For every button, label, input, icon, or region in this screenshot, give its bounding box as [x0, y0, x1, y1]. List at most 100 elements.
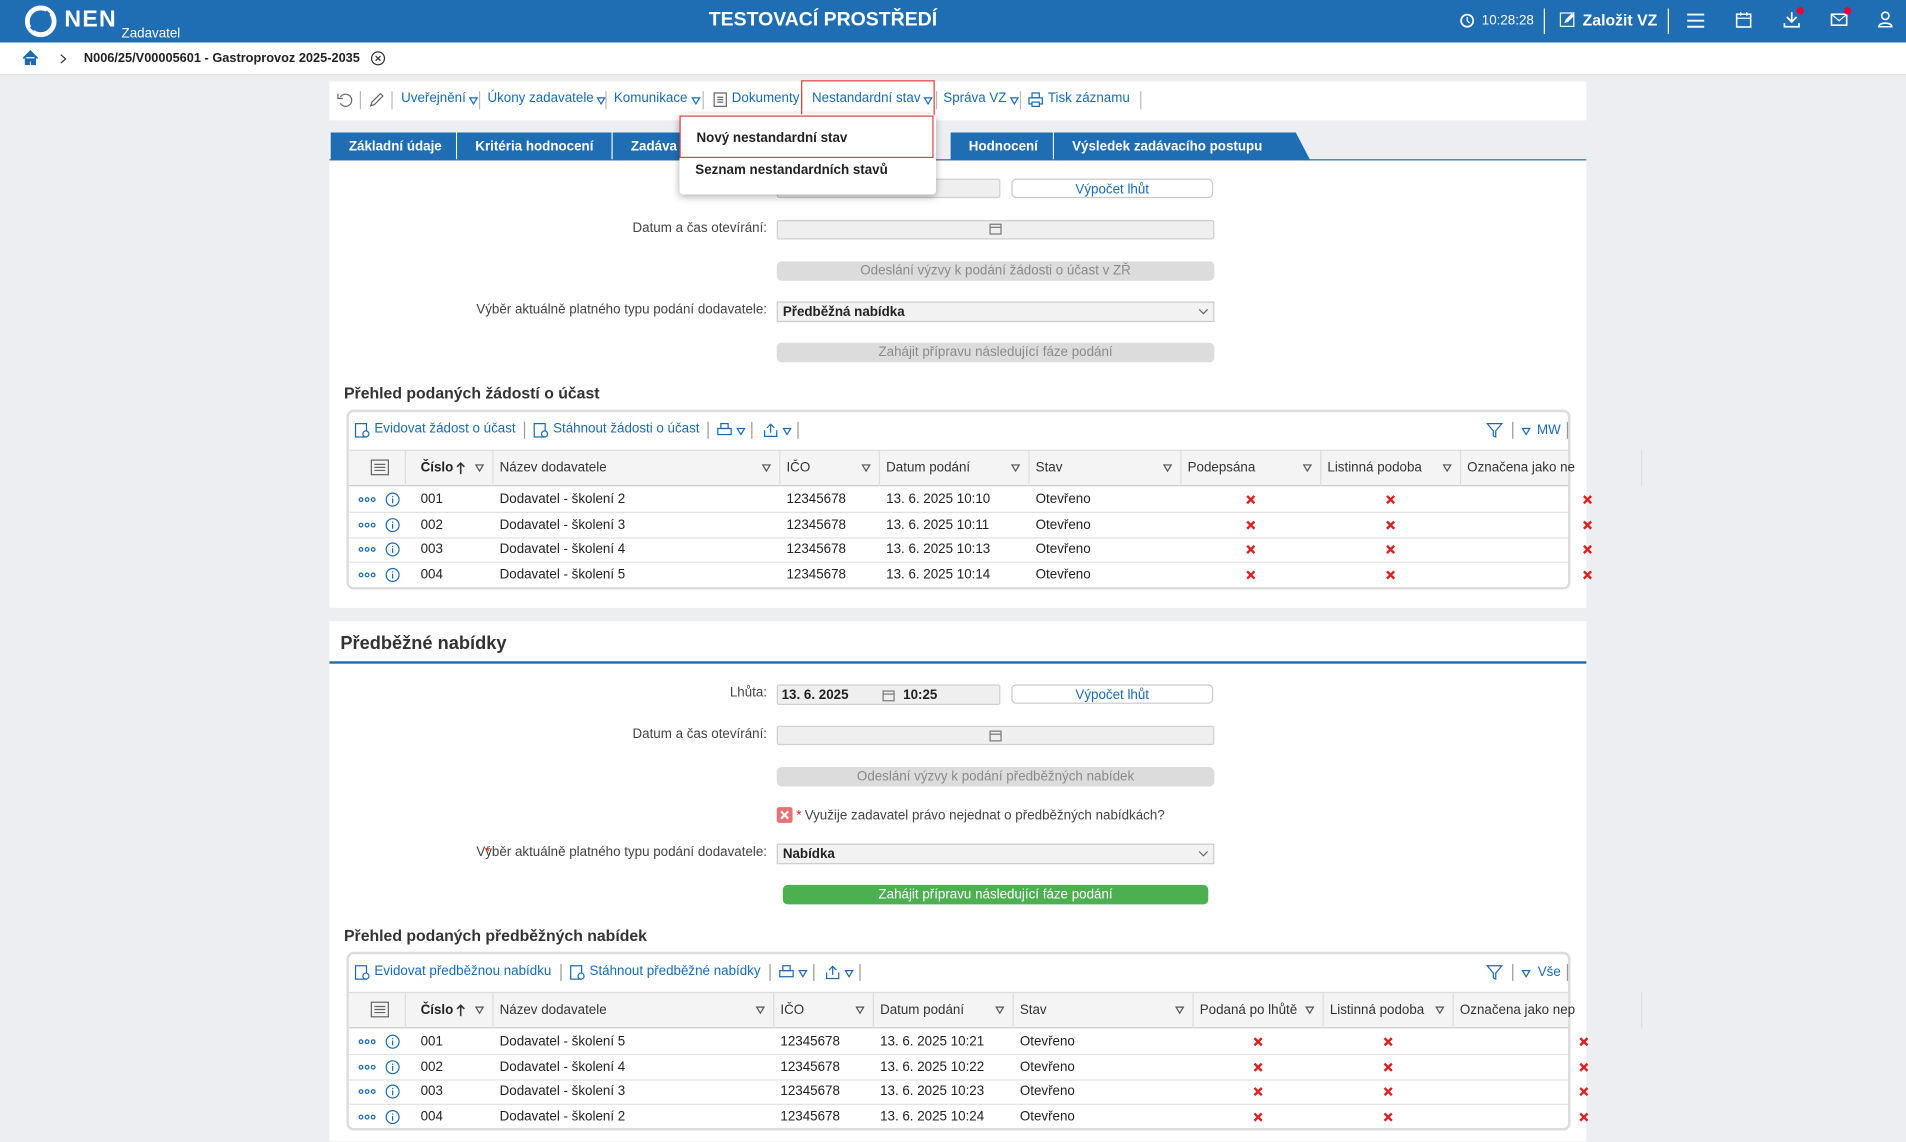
user-button[interactable]	[1878, 11, 1893, 28]
menu-icon[interactable]	[1687, 13, 1705, 28]
dropdown-caret[interactable]	[596, 97, 606, 106]
column-header[interactable]: Datum podání	[886, 460, 971, 476]
home-icon[interactable]	[22, 50, 39, 66]
filter-icon[interactable]	[1485, 423, 1504, 438]
dropdown-caret[interactable]	[1009, 97, 1020, 106]
deadline-button[interactable]: Výpočet lhůt	[1011, 684, 1214, 704]
dropdown-caret[interactable]	[1521, 970, 1531, 978]
column-header[interactable]: Stav	[1035, 460, 1063, 476]
calendar-icon[interactable]	[989, 729, 1002, 742]
column-header[interactable]: Označena jako ne	[1467, 460, 1575, 476]
dropdown-caret[interactable]	[691, 97, 701, 106]
action-icon[interactable]	[570, 965, 585, 980]
toolbar-item[interactable]: Nestandardní stav	[811, 91, 921, 106]
deadline-button[interactable]: Výpočet lhůt	[1011, 178, 1214, 199]
tab[interactable]: Kritéria hodnocení	[456, 132, 626, 160]
column-header[interactable]: Stav	[1019, 1002, 1047, 1018]
action-icon[interactable]	[533, 423, 549, 438]
table-action[interactable]: Stáhnout předběžné nabídky	[589, 963, 761, 979]
send-button[interactable]: Odeslání výzvy k podání žádosti o účast …	[776, 261, 1215, 281]
table-action[interactable]: Evidovat žádost o účast	[374, 421, 516, 437]
view-selector[interactable]: MW	[1537, 423, 1561, 438]
column-header[interactable]: Podepsána	[1187, 460, 1256, 476]
row-info-icon[interactable]	[385, 492, 400, 507]
column-header[interactable]: Název dodavatele	[499, 1002, 607, 1018]
dropdown-caret[interactable]	[761, 464, 772, 473]
calendar-icon[interactable]	[989, 222, 1002, 235]
print-icon[interactable]	[779, 965, 794, 980]
dropdown-caret[interactable]	[474, 1006, 485, 1015]
column-header[interactable]: Listinná podoba	[1329, 1002, 1425, 1018]
row-menu-icon[interactable]	[358, 1089, 376, 1095]
column-header[interactable]: Číslo	[420, 460, 454, 476]
toolbar-item[interactable]: Tisk záznamu	[1047, 91, 1130, 106]
dropdown-caret[interactable]	[1305, 1006, 1315, 1015]
tab[interactable]: Hodnocení	[949, 132, 1067, 160]
row-menu-icon[interactable]	[358, 522, 376, 527]
edit-icon[interactable]	[369, 92, 385, 107]
dropdown-caret[interactable]	[736, 427, 746, 436]
column-header[interactable]: Listinná podoba	[1327, 460, 1422, 476]
column-header[interactable]: Označena jako nep	[1459, 1002, 1576, 1018]
toolbar-item[interactable]: Správa VZ	[943, 91, 1007, 106]
next-phase-button[interactable]: Zahájit přípravu následující fáze podání	[782, 884, 1209, 905]
print-icon[interactable]	[717, 423, 732, 438]
dropdown-caret[interactable]	[468, 97, 479, 106]
refresh-icon[interactable]	[337, 92, 353, 107]
export-icon[interactable]	[763, 423, 778, 438]
dropdown-caret[interactable]	[844, 970, 854, 978]
dropdown-caret[interactable]	[782, 427, 792, 436]
row-info-icon[interactable]	[385, 517, 400, 532]
dropdown-item[interactable]: Nový nestandardní stav	[679, 115, 934, 159]
column-settings-icon[interactable]	[370, 1001, 389, 1018]
row-info-icon[interactable]	[385, 1084, 400, 1099]
close-icon[interactable]	[370, 51, 386, 66]
tab[interactable]: Základní údaje	[329, 132, 470, 160]
row-menu-icon[interactable]	[358, 1039, 376, 1045]
dropdown-caret[interactable]	[995, 1006, 1005, 1015]
mail-button[interactable]	[1830, 7, 1852, 27]
row-menu-icon[interactable]	[358, 571, 376, 577]
dropdown-caret[interactable]	[1174, 1006, 1185, 1015]
dropdown-caret[interactable]	[1302, 464, 1313, 473]
row-menu-icon[interactable]	[358, 1064, 376, 1070]
download-button[interactable]	[1783, 7, 1804, 28]
toolbar-item[interactable]: Úkony zadavatele	[487, 91, 594, 106]
table-action[interactable]: Stáhnout žádosti o účast	[553, 421, 700, 437]
dropdown-caret[interactable]	[923, 97, 933, 106]
calendar-button[interactable]	[1735, 12, 1752, 28]
dropdown-item[interactable]: Seznam nestandardních stavů	[679, 158, 933, 185]
column-header[interactable]: Podaná po lhůtě	[1199, 1002, 1298, 1018]
row-info-icon[interactable]	[385, 567, 400, 582]
send-button[interactable]: Odeslání výzvy k podání předběžných nabí…	[776, 767, 1215, 787]
create-button[interactable]: Založit VZ	[1582, 10, 1658, 30]
view-selector[interactable]: Vše	[1537, 965, 1561, 980]
dropdown-caret[interactable]	[855, 1006, 865, 1015]
column-settings-icon[interactable]	[370, 459, 389, 476]
row-info-icon[interactable]	[385, 1059, 400, 1074]
breadcrumb-item[interactable]: N006/25/V00005601 - Gastroprovoz 2025-20…	[83, 51, 360, 66]
row-menu-icon[interactable]	[358, 497, 376, 503]
action-icon[interactable]	[354, 423, 370, 438]
dropdown-caret[interactable]	[1010, 464, 1021, 473]
column-header[interactable]: Datum podání	[880, 1002, 965, 1018]
dropdown-caret[interactable]	[1162, 464, 1173, 473]
dropdown-caret[interactable]	[474, 464, 485, 473]
export-icon[interactable]	[825, 965, 840, 980]
tab[interactable]: Výsledek zadávacího postupu	[1053, 132, 1311, 160]
dropdown-caret[interactable]	[1442, 464, 1452, 473]
toolbar-item[interactable]: Uveřejnění	[401, 91, 466, 106]
dropdown-caret[interactable]	[798, 970, 808, 978]
calendar-icon[interactable]	[882, 689, 895, 702]
row-menu-icon[interactable]	[358, 1114, 376, 1119]
row-info-icon[interactable]	[385, 1034, 400, 1049]
column-header[interactable]: IČO	[786, 460, 811, 476]
select[interactable]: Předběžná nabídka	[776, 301, 1215, 323]
toolbar-item[interactable]: Dokumenty	[731, 91, 800, 106]
dropdown-caret[interactable]	[1521, 427, 1531, 436]
column-header[interactable]: Název dodavatele	[499, 460, 607, 476]
select[interactable]: Nabídka	[776, 843, 1215, 865]
table-action[interactable]: Evidovat předběžnou nabídku	[374, 963, 552, 979]
dropdown-caret[interactable]	[755, 1006, 766, 1015]
row-info-icon[interactable]	[385, 1109, 400, 1124]
